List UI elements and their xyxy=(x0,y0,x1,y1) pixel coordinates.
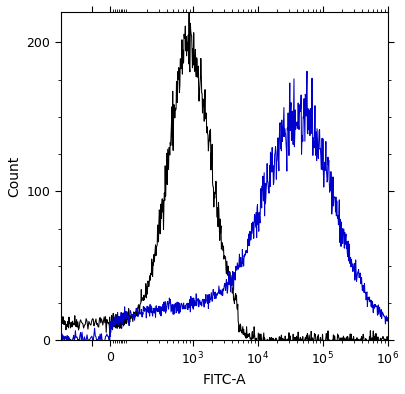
Y-axis label: Count: Count xyxy=(7,156,21,197)
X-axis label: FITC-A: FITC-A xyxy=(202,373,245,387)
